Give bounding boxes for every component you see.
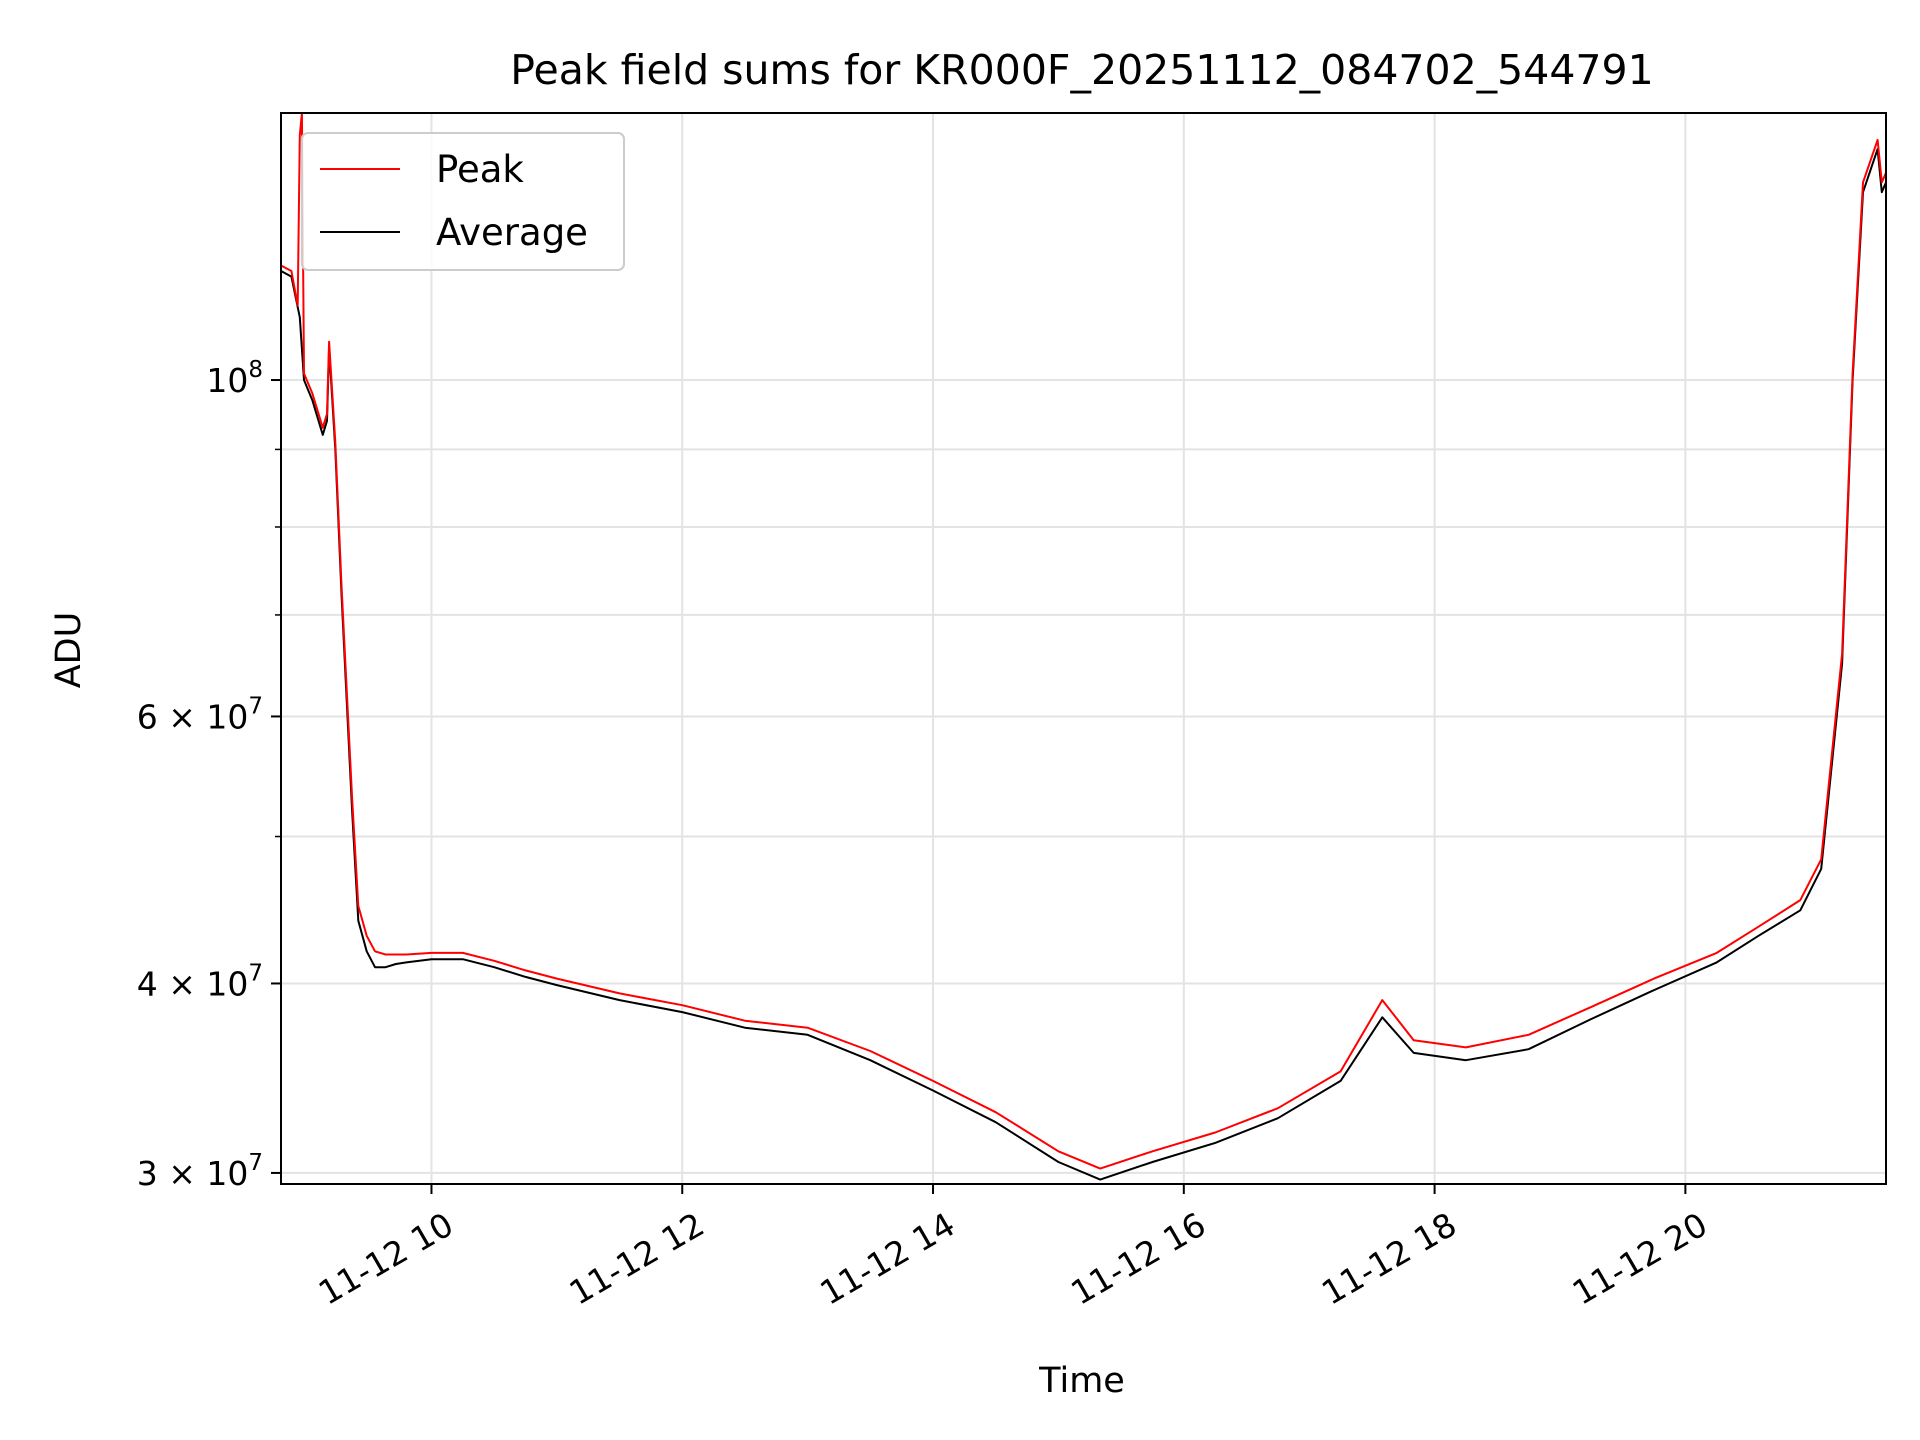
y-tick-label-base: 4 × 10 — [137, 964, 249, 1003]
y-tick-label-exponent: 7 — [248, 960, 263, 986]
y-tick-label: 108 — [206, 357, 263, 400]
y-tick-label-exponent: 8 — [248, 357, 263, 383]
y-axis-title: ADU — [49, 612, 89, 689]
y-tick-label-exponent: 7 — [248, 1150, 263, 1176]
legend: Peak Average — [301, 132, 625, 271]
legend-box — [301, 132, 625, 271]
y-tick-label: 3 × 107 — [137, 1150, 263, 1193]
chart-title: Peak field sums for KR000F_20251112_0847… — [510, 46, 1653, 94]
plot-frame — [280, 112, 1887, 1185]
series-line-peak — [281, 113, 1886, 1170]
y-tick-label-base: 10 — [206, 361, 248, 400]
y-tick-label-exponent: 7 — [248, 693, 263, 719]
legend-label-average: Average — [436, 211, 588, 254]
y-tick-label-base: 3 × 10 — [137, 1154, 249, 1193]
y-tick-label: 6 × 107 — [137, 693, 263, 736]
legend-label-peak: Peak — [436, 148, 524, 191]
x-axis-title: Time — [1038, 1361, 1125, 1401]
y-tick-label-base: 6 × 10 — [137, 697, 249, 736]
series-layer — [281, 113, 1886, 1181]
y-tick-label: 4 × 107 — [137, 960, 263, 1003]
